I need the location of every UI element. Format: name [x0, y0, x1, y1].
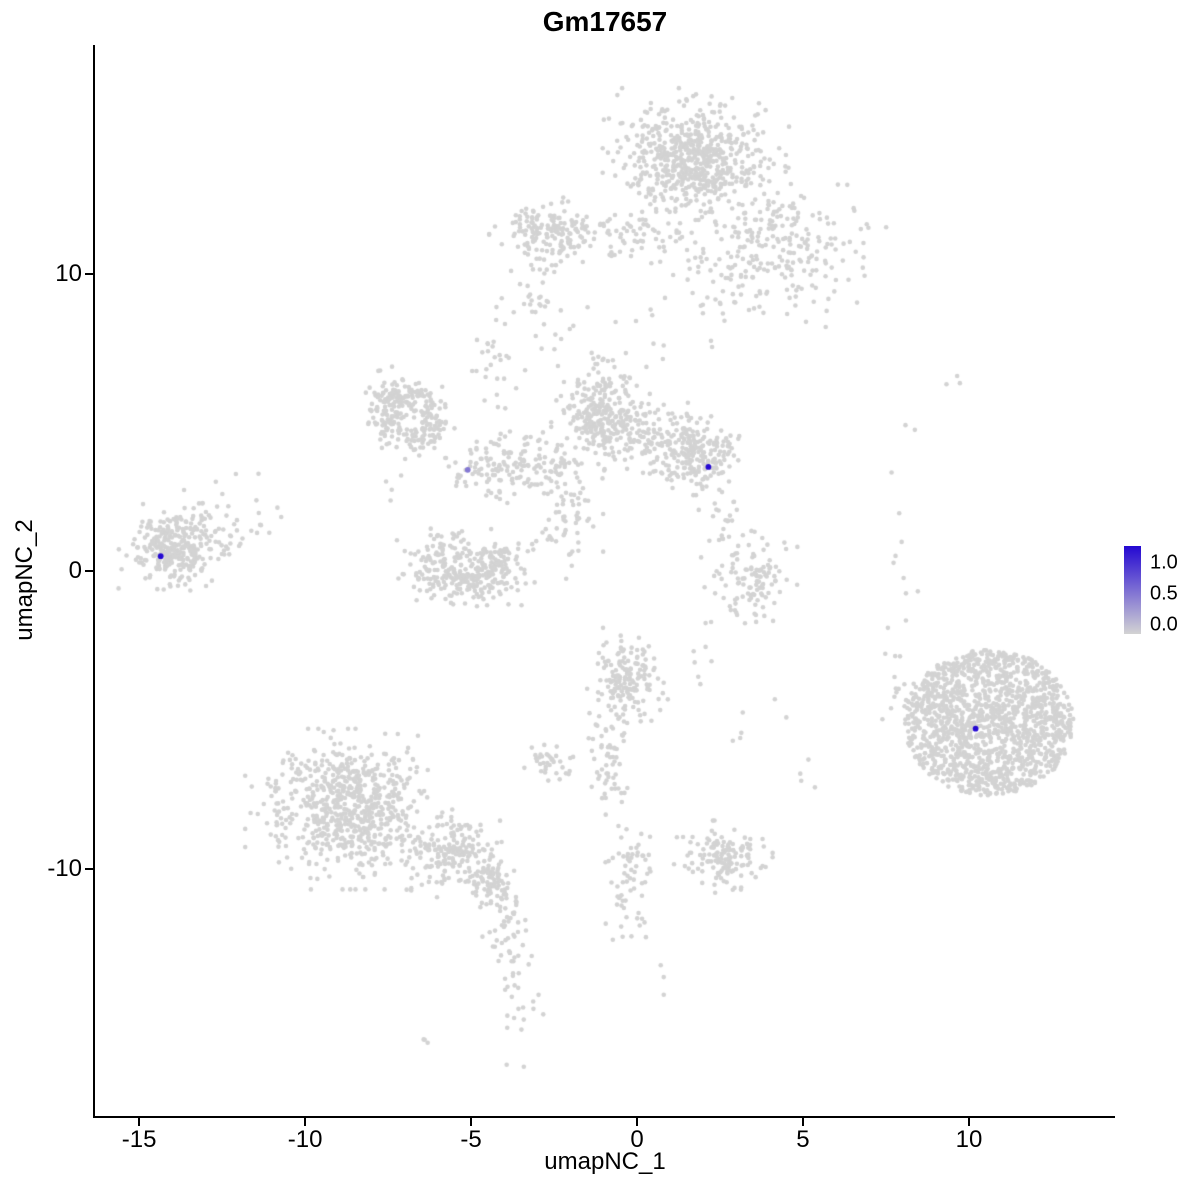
legend-tick-label: 0.0: [1150, 613, 1178, 636]
x-tick-label: 5: [796, 1126, 810, 1153]
x-tick-label: -10: [287, 1126, 323, 1153]
x-tick-mark: [138, 1118, 141, 1126]
legend: 1.0 0.5 0.0: [1124, 546, 1200, 636]
x-tick-label: 0: [630, 1126, 644, 1153]
legend-gradient-bar: [1124, 546, 1141, 634]
chart-title: Gm17657: [542, 6, 668, 37]
x-axis-label: umapNC_1: [544, 1148, 666, 1175]
y-tick-label: -10: [47, 854, 82, 882]
x-tick-label: 10: [955, 1126, 983, 1153]
x-tick-label: -15: [121, 1126, 157, 1153]
x-tick-mark: [470, 1118, 473, 1126]
y-axis-line: [93, 45, 95, 1118]
x-tick-mark: [636, 1118, 639, 1126]
x-tick-mark: [967, 1118, 970, 1126]
y-tick-label: 10: [55, 259, 82, 287]
y-tick-mark: [85, 272, 93, 275]
x-tick-mark: [801, 1118, 804, 1126]
y-tick-mark: [85, 867, 93, 870]
x-tick-label: -5: [460, 1126, 482, 1153]
x-axis-line: [93, 1116, 1115, 1118]
x-tick-mark: [304, 1118, 307, 1126]
legend-tick-label: 1.0: [1150, 551, 1178, 574]
y-axis-label: umapNC_2: [11, 519, 38, 641]
y-tick-label: 0: [68, 557, 82, 585]
y-tick-mark: [85, 570, 93, 573]
legend-tick-label: 0.5: [1150, 582, 1178, 605]
